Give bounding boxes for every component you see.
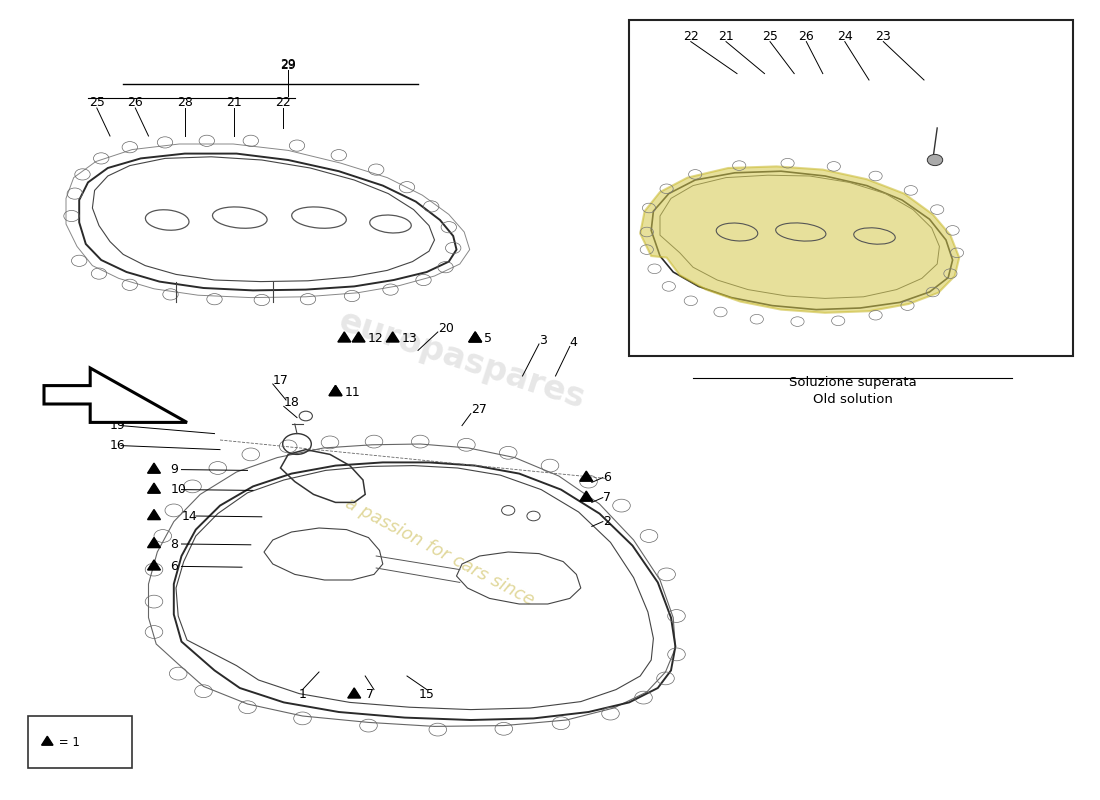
Text: 12: 12	[367, 332, 383, 345]
FancyBboxPatch shape	[28, 716, 132, 768]
Text: 10: 10	[170, 483, 186, 496]
Text: 22: 22	[683, 30, 698, 42]
Text: 29: 29	[280, 59, 296, 72]
Polygon shape	[44, 368, 187, 422]
Text: 24: 24	[837, 30, 852, 42]
Polygon shape	[640, 166, 959, 313]
Text: a passion for cars since: a passion for cars since	[342, 494, 538, 610]
Polygon shape	[329, 386, 342, 395]
Text: 5: 5	[484, 332, 492, 345]
Polygon shape	[469, 332, 482, 342]
Text: 25: 25	[762, 30, 778, 42]
Polygon shape	[352, 332, 365, 342]
Text: 1: 1	[298, 688, 307, 701]
Polygon shape	[348, 688, 361, 698]
Text: 25: 25	[89, 96, 104, 109]
Polygon shape	[147, 463, 161, 474]
Text: 8: 8	[170, 538, 178, 550]
Polygon shape	[386, 332, 399, 342]
Text: 19: 19	[110, 419, 125, 432]
Text: = 1: = 1	[55, 735, 80, 749]
Text: Soluzione superata
Old solution: Soluzione superata Old solution	[789, 376, 916, 406]
Polygon shape	[147, 510, 161, 520]
Polygon shape	[147, 483, 161, 493]
Text: 20: 20	[438, 322, 453, 334]
Text: 17: 17	[273, 374, 288, 386]
Text: 21: 21	[227, 96, 242, 109]
Circle shape	[927, 154, 943, 166]
Text: 11: 11	[344, 386, 360, 398]
Text: 14: 14	[182, 510, 197, 522]
Text: 18: 18	[284, 396, 299, 409]
Text: 16: 16	[110, 439, 125, 452]
Text: 23: 23	[876, 30, 891, 42]
Text: 6: 6	[603, 471, 611, 484]
Polygon shape	[469, 332, 482, 342]
Polygon shape	[42, 736, 53, 746]
Text: 15: 15	[419, 688, 435, 701]
Polygon shape	[147, 538, 161, 547]
Text: 22: 22	[275, 96, 290, 109]
Text: 3: 3	[539, 334, 547, 346]
Text: 26: 26	[128, 96, 143, 109]
Polygon shape	[147, 560, 161, 570]
Text: europaspares: europaspares	[334, 305, 590, 415]
Text: 26: 26	[799, 30, 814, 42]
Text: 7: 7	[366, 688, 374, 701]
Text: 27: 27	[471, 403, 486, 416]
Text: 29: 29	[280, 58, 296, 70]
Polygon shape	[329, 386, 342, 395]
Text: 28: 28	[177, 96, 192, 109]
Text: 4: 4	[570, 336, 578, 349]
Text: 6: 6	[170, 560, 178, 573]
Text: 21: 21	[718, 30, 734, 42]
FancyBboxPatch shape	[629, 20, 1072, 356]
Text: 9: 9	[170, 463, 178, 476]
Text: 13: 13	[402, 332, 417, 345]
Polygon shape	[338, 332, 351, 342]
Text: 7: 7	[603, 491, 611, 504]
Text: 2: 2	[603, 515, 611, 528]
Polygon shape	[580, 491, 593, 501]
Polygon shape	[580, 471, 593, 481]
